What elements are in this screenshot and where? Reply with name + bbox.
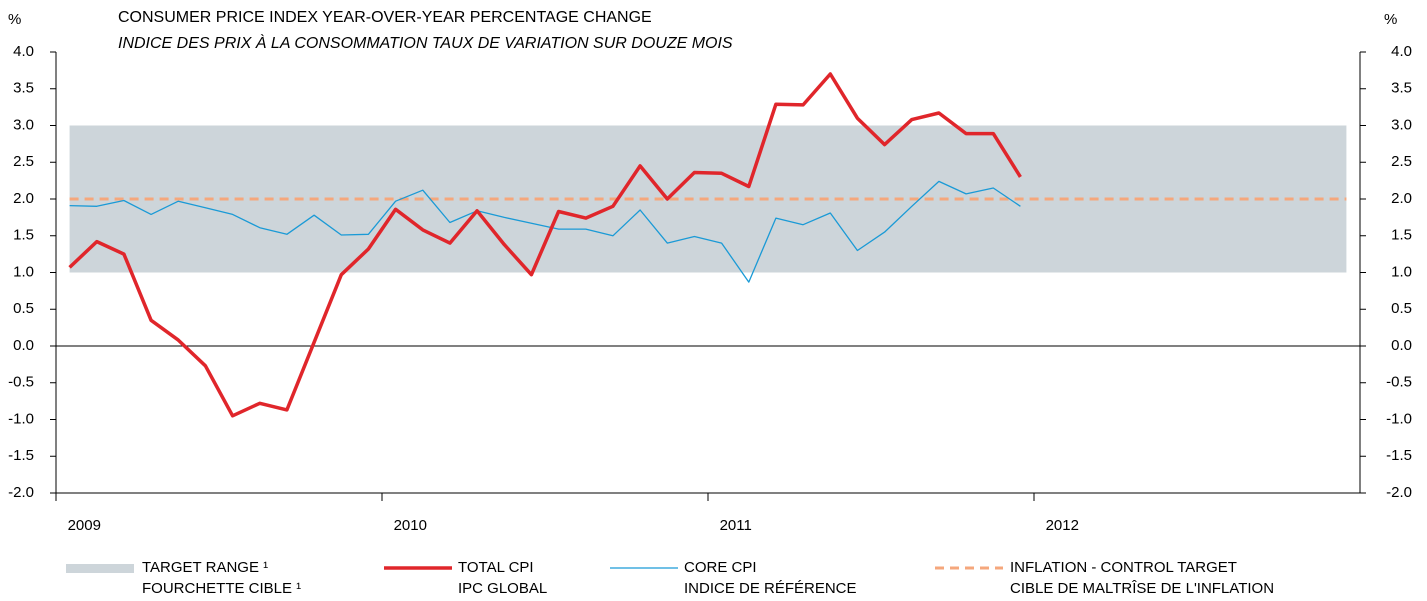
- legend-label: CORE CPI: [684, 559, 757, 576]
- legend-label: INDICE DE RÉFÉRENCE: [684, 580, 857, 597]
- legend-label: INFLATION - CONTROL TARGET: [1010, 559, 1237, 576]
- legend-label: FOURCHETTE CIBLE ¹: [142, 580, 301, 597]
- y2-tick-label: 3.0: [1391, 116, 1412, 133]
- y2-tick-label: -1.0: [1386, 410, 1412, 427]
- y-tick-label: -2.0: [8, 484, 34, 501]
- y-tick-label: 3.0: [13, 116, 34, 133]
- y-tick-label: 2.0: [13, 190, 34, 207]
- y-tick-label: 1.0: [13, 263, 34, 280]
- y2-tick-label: 3.5: [1391, 80, 1412, 97]
- legend-label: CIBLE DE MALTRÎSE DE L'INFLATION: [1010, 580, 1274, 597]
- legend-label: IPC GLOBAL: [458, 580, 547, 597]
- y2-tick-label: -0.5: [1386, 374, 1412, 391]
- y-tick-label: 1.5: [13, 227, 34, 244]
- legend-label: TOTAL CPI: [458, 559, 534, 576]
- y-tick-label: 0.0: [13, 337, 34, 354]
- y2-tick-label: 0.5: [1391, 300, 1412, 317]
- chart-title: CONSUMER PRICE INDEX YEAR-OVER-YEAR PERC…: [118, 9, 652, 26]
- series-line: [68, 72, 1022, 418]
- y2-tick-label: 2.5: [1391, 153, 1412, 170]
- y2-tick-label: 1.0: [1391, 263, 1412, 280]
- chart-subtitle: INDICE DES PRIX À LA CONSOMMATION TAUX D…: [118, 33, 733, 52]
- y-tick-label: 4.0: [13, 43, 34, 60]
- y-tick-label: -1.0: [8, 410, 34, 427]
- y2-tick-label: -2.0: [1386, 484, 1412, 501]
- y2-tick-label: 0.0: [1391, 337, 1412, 354]
- y2-tick-label: 1.5: [1391, 227, 1412, 244]
- y2-tick-label: -1.5: [1386, 447, 1412, 464]
- y-tick-label: 0.5: [13, 300, 34, 317]
- y2-tick-label: 4.0: [1391, 43, 1412, 60]
- y-axis-label: %: [8, 11, 21, 28]
- y-tick-label: -1.5: [8, 447, 34, 464]
- y-tick-label: 3.5: [13, 80, 34, 97]
- y2-axis-label: %: [1384, 11, 1397, 28]
- y-tick-label: 2.5: [13, 153, 34, 170]
- x-tick-label: 2010: [394, 517, 427, 534]
- x-tick-label: 2011: [720, 517, 752, 534]
- series-line: [69, 180, 1021, 283]
- x-tick-label: 2012: [1046, 517, 1079, 534]
- x-tick-label: 2009: [68, 517, 101, 534]
- y2-tick-label: 2.0: [1391, 190, 1412, 207]
- y-tick-label: -0.5: [8, 374, 34, 391]
- legend-label: TARGET RANGE ¹: [142, 559, 268, 576]
- legend-swatch: [66, 564, 134, 573]
